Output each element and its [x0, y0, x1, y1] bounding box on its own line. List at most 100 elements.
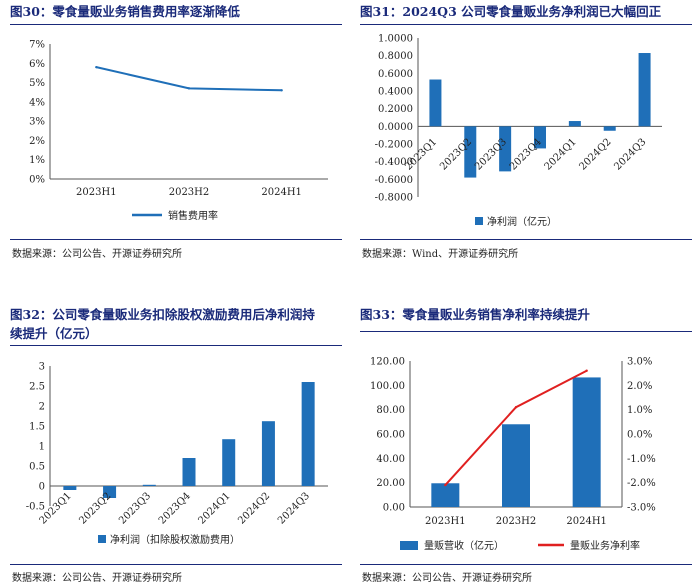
figure-30-title: 图30：零食量贩业务销售费用率逐渐降低 — [10, 4, 240, 19]
legend-label: 净利润（扣除股权激励费用） — [110, 533, 240, 546]
bar-2023Q1 — [63, 486, 77, 490]
bar-2023Q1 — [429, 79, 442, 127]
y-tick-label: 0.5 — [29, 462, 45, 473]
y-tick-label: 7% — [29, 40, 45, 51]
y-tick-label: -0.2000 — [375, 140, 413, 151]
bar-2024Q1 — [222, 439, 236, 486]
bar-2023Q2 — [464, 126, 477, 178]
figure-32-title-rule — [10, 345, 342, 346]
y-tick-label-left: 40.00 — [376, 454, 405, 465]
x-tick-label: 2024Q1 — [197, 491, 233, 527]
x-tick-label: 2024H1 — [566, 516, 607, 527]
x-tick-label: 2023Q3 — [117, 491, 153, 527]
x-tick-label: 2024Q2 — [578, 137, 614, 173]
x-tick-label: 2024Q3 — [612, 137, 648, 173]
figure-33-source-rule — [360, 564, 692, 565]
x-tick-label: 2023H2 — [496, 516, 537, 527]
y-tick-label: 0.4000 — [378, 87, 413, 98]
y-tick-label-right: 0.0% — [627, 430, 652, 441]
x-tick-label: 2024Q3 — [276, 491, 312, 527]
x-tick-label: 2023Q2 — [77, 491, 113, 527]
bar-2024Q2 — [261, 421, 275, 486]
x-tick-label: 2023H1 — [425, 516, 466, 527]
y-tick-label: 1.0000 — [378, 34, 413, 45]
y-tick-label: 0.6000 — [378, 69, 413, 80]
y-tick-label-left: 100.00 — [370, 381, 405, 392]
figure-31-title-rule — [360, 24, 692, 25]
x-tick-label: 2023Q4 — [157, 491, 193, 527]
legend-swatch-revenue — [400, 541, 418, 550]
y-tick-label-left: 80.00 — [376, 405, 405, 416]
y-tick-label: 5% — [29, 78, 45, 89]
y-tick-label-right: -3.0% — [627, 503, 656, 514]
y-tick-label: -0.4000 — [375, 157, 413, 168]
y-tick-label: 1.5 — [29, 422, 45, 433]
figure-30-source-rule — [10, 239, 342, 240]
bar-2024Q3 — [301, 382, 315, 486]
x-tick-label: 2023H1 — [76, 187, 117, 198]
y-tick-label-left: 60.00 — [376, 430, 405, 441]
legend-swatch — [98, 535, 106, 543]
y-tick-label-left: 120.00 — [370, 357, 405, 368]
y-tick-label: 1 — [39, 442, 45, 453]
figure-32-source-rule — [10, 564, 342, 565]
figure-32-source: 数据来源：公司公告、开源证券研究所 — [12, 573, 182, 584]
y-tick-label-right: -1.0% — [627, 454, 656, 465]
bar-2023Q4 — [534, 126, 546, 149]
y-tick-label: 1% — [29, 155, 45, 166]
figure-31-chart: -0.8000 -0.6000 -0.4000 -0.2000 0.0000 0.2000… — [375, 34, 662, 228]
y-tick-label-left: 0.00 — [383, 503, 405, 514]
figure-30-source: 数据来源：公司公告、开源证券研究所 — [12, 249, 182, 260]
y-tick-label: -0.5 — [26, 502, 45, 513]
y-tick-label: 2.5 — [29, 382, 45, 393]
y-tick-label: -0.6000 — [375, 175, 413, 186]
bar-revenue-2024H1 — [572, 377, 601, 507]
y-tick-label: 0.0000 — [378, 122, 413, 133]
y-tick-label: 2 — [39, 402, 45, 413]
x-tick-label: 2024Q2 — [236, 491, 272, 527]
figure-33-title: 图33：零食量贩业务销售净利率持续提升 — [360, 307, 590, 322]
legend-swatch — [475, 217, 483, 225]
bar-2023Q3 — [142, 484, 156, 486]
data-point — [280, 89, 283, 92]
data-point — [95, 65, 98, 69]
y-tick-label: 0 — [39, 482, 45, 493]
bar-2023Q4 — [182, 458, 196, 486]
y-tick-label-right: 1.0% — [627, 405, 652, 416]
bar-2024Q1 — [568, 121, 581, 127]
data-point — [514, 406, 518, 409]
data-point — [444, 483, 447, 487]
bar-2023Q2 — [103, 486, 117, 498]
figure-31-title: 图31：2024Q3 公司零食量贩业务净利润已大幅回正 — [360, 4, 662, 19]
legend-label-margin: 量贩业务净利率 — [570, 539, 640, 552]
legend-label: 销售费用率 — [168, 209, 218, 222]
y-tick-label: 0.2000 — [378, 104, 413, 115]
y-tick-label: 3 — [39, 362, 45, 373]
y-tick-label: -0.8000 — [375, 193, 413, 204]
y-tick-label: 3% — [29, 117, 45, 128]
figure-33-title-rule — [360, 331, 692, 332]
figure-30-title-rule — [10, 24, 342, 25]
data-point — [187, 87, 191, 90]
bar-2024Q2 — [603, 126, 616, 131]
x-tick-label: 2024H1 — [261, 187, 302, 198]
figure-31-source: 数据来源：Wind、开源证券研究所 — [362, 249, 519, 260]
bar-2024Q3 — [638, 53, 651, 127]
bar-revenue-2023H1 — [431, 483, 460, 507]
y-tick-label-right: 2.0% — [627, 381, 652, 392]
data-point — [585, 369, 588, 372]
y-tick-label-left: 20.00 — [376, 478, 405, 489]
y-tick-label: 0.8000 — [378, 51, 413, 62]
series-line-sales-expense-ratio — [96, 66, 282, 92]
figure-32-title-line2: 续提升（亿元） — [10, 326, 98, 341]
figure-31-source-rule — [360, 239, 692, 240]
figure-33-chart: 0.00 20.00 40.00 60.00 80.00 100.00 120.00 -3.0… — [370, 357, 656, 553]
x-tick-label: 2023H2 — [169, 187, 210, 198]
y-tick-label: 2% — [29, 136, 45, 147]
y-tick-label: 4% — [29, 97, 45, 108]
bar-2023Q3 — [499, 126, 512, 172]
figure-33-source: 数据来源：公司公告、开源证券研究所 — [362, 573, 532, 584]
figure-30-chart: 0% 1% 2% 3% 4% 5% 6% 7% 2023H1 2023H2 2024H1 销售费用率 — [29, 40, 328, 222]
legend-label-revenue: 量贩营收（亿元） — [424, 539, 504, 552]
